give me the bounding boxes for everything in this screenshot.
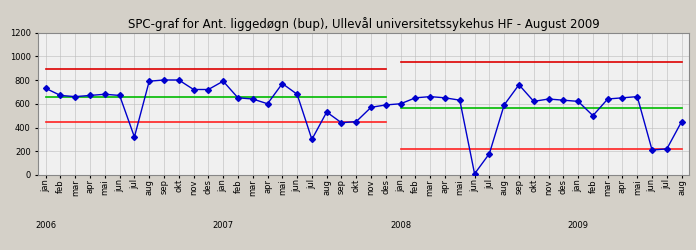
Text: 2007: 2007 — [212, 221, 234, 230]
Text: 2009: 2009 — [568, 221, 589, 230]
Title: SPC-graf for Ant. liggedøgn (bup), Ullevål universitetssykehus HF - August 2009: SPC-graf for Ant. liggedøgn (bup), Ullev… — [128, 17, 599, 31]
Text: 2006: 2006 — [35, 221, 56, 230]
Text: 2008: 2008 — [390, 221, 411, 230]
